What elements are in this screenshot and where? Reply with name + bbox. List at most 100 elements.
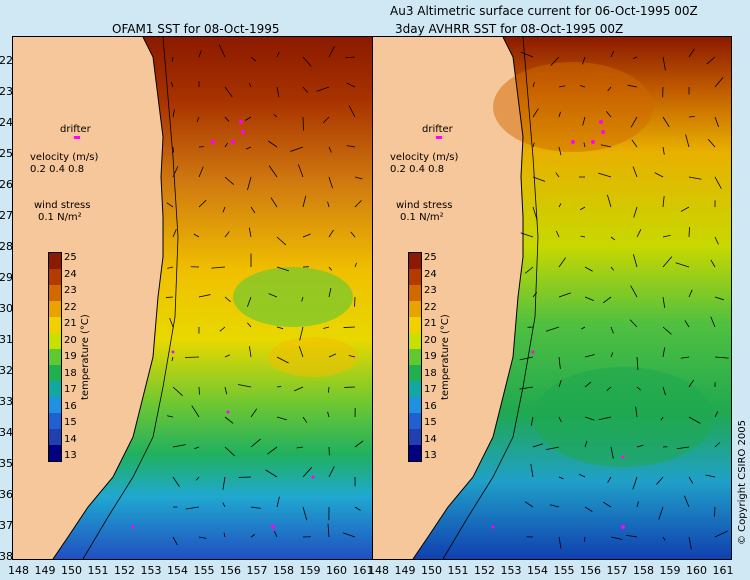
current-arrow bbox=[602, 501, 612, 508]
current-arrow bbox=[302, 86, 309, 93]
drifter-legend-label-right: drifter bbox=[422, 124, 453, 135]
longitude-tick-label: 152 bbox=[474, 564, 495, 577]
current-arrow bbox=[519, 386, 534, 390]
current-arrow bbox=[276, 416, 287, 421]
current-arrow bbox=[602, 296, 612, 304]
current-arrow bbox=[328, 176, 333, 189]
current-arrow bbox=[584, 440, 588, 448]
current-arrow bbox=[302, 467, 313, 478]
current-arrow bbox=[194, 446, 200, 449]
colorbar-tick-label: 23 bbox=[64, 285, 77, 296]
current-arrow bbox=[714, 77, 724, 88]
ocean-sst-field bbox=[53, 37, 373, 559]
latitude-tick-label: 26 bbox=[0, 178, 13, 191]
current-arrow bbox=[169, 317, 174, 328]
current-arrow bbox=[680, 206, 690, 212]
current-arrow bbox=[322, 116, 330, 124]
colorbar-tick-label: 16 bbox=[64, 400, 77, 412]
longitude-tick-label: 160 bbox=[686, 564, 707, 577]
current-arrow bbox=[198, 199, 207, 208]
colorbar-tick-label: 18 bbox=[64, 367, 77, 379]
longitude-tick-label: 151 bbox=[87, 564, 109, 577]
colorbar-tick-label: 25 bbox=[424, 252, 437, 263]
current-arrow bbox=[579, 85, 586, 88]
longitude-tick-label: 159 bbox=[659, 564, 681, 577]
current-arrow bbox=[607, 476, 612, 483]
colorbar-tick-label: 13 bbox=[424, 450, 437, 461]
current-arrow bbox=[710, 259, 716, 268]
current-arrow bbox=[248, 82, 252, 88]
current-arrow bbox=[584, 266, 593, 272]
current-arrow bbox=[662, 196, 665, 208]
coastline bbox=[412, 37, 524, 559]
current-arrow bbox=[302, 506, 308, 521]
current-arrow bbox=[298, 346, 304, 358]
colorbar-tick-label: 13 bbox=[64, 450, 77, 461]
colorbar-tick-label: 21 bbox=[64, 318, 77, 329]
current-arrow bbox=[524, 501, 534, 508]
current-arrow bbox=[546, 326, 560, 332]
current-arrow bbox=[555, 230, 560, 238]
colorbar-segment bbox=[49, 333, 61, 349]
current-arrow bbox=[198, 50, 202, 58]
current-arrow bbox=[211, 266, 226, 269]
current-arrow bbox=[555, 172, 560, 178]
current-arrow bbox=[250, 506, 261, 509]
current-arrow bbox=[714, 116, 719, 128]
current-arrow bbox=[268, 140, 278, 148]
current-arrow bbox=[714, 530, 728, 538]
current-arrow bbox=[519, 356, 534, 361]
colorbar-tick-label: 14 bbox=[64, 433, 77, 445]
current-arrow bbox=[532, 176, 546, 182]
colorbar-segment bbox=[409, 269, 421, 285]
current-arrow bbox=[328, 353, 337, 358]
current-arrow bbox=[327, 411, 330, 418]
current-arrow bbox=[198, 536, 207, 539]
drifter-legend-marker bbox=[74, 136, 80, 139]
colorbar-segment bbox=[409, 317, 421, 333]
current-arrow bbox=[222, 476, 226, 490]
current-arrow bbox=[532, 108, 539, 118]
current-arrow bbox=[532, 443, 543, 448]
current-arrow bbox=[530, 463, 534, 478]
right-map-panel bbox=[372, 36, 732, 560]
colorbar-tick-label: 20 bbox=[424, 334, 437, 346]
current-arrow bbox=[684, 320, 690, 328]
current-arrow bbox=[606, 194, 612, 208]
current-arrow bbox=[558, 356, 561, 370]
colorbar-tick-label: 24 bbox=[424, 268, 437, 280]
colorbar-segment bbox=[409, 397, 421, 413]
right-map-svg bbox=[412, 37, 731, 559]
current-arrow bbox=[328, 386, 330, 393]
current-arrow bbox=[345, 56, 356, 59]
current-arrow bbox=[268, 165, 278, 178]
velocity-legend-title: velocity (m/s) bbox=[30, 152, 99, 163]
left-map-svg bbox=[52, 37, 373, 559]
longitude-tick-label: 149 bbox=[34, 564, 56, 577]
current-arrow bbox=[302, 416, 308, 423]
current-arrow bbox=[268, 293, 278, 298]
current-arrow bbox=[343, 326, 356, 328]
longitude-tick-label: 160 bbox=[326, 564, 347, 577]
current-arrow bbox=[222, 206, 226, 213]
current-arrow bbox=[630, 285, 638, 298]
current-arrow bbox=[688, 289, 693, 298]
longitude-tick-label: 151 bbox=[447, 564, 469, 577]
current-arrow bbox=[582, 116, 586, 126]
current-arrow bbox=[520, 232, 534, 238]
current-vectors bbox=[519, 48, 729, 550]
current-arrow bbox=[297, 164, 304, 178]
longitude-tick-label: 157 bbox=[246, 564, 268, 577]
current-arrow bbox=[662, 347, 666, 358]
current-arrow bbox=[636, 501, 639, 508]
current-arrow bbox=[654, 172, 664, 178]
current-arrow bbox=[630, 116, 638, 128]
current-arrow bbox=[250, 534, 256, 538]
latitude-tick-label: 31 bbox=[0, 333, 13, 346]
velocity-legend-values-right: 0.2 0.4 0.8 bbox=[390, 164, 445, 175]
current-arrow bbox=[172, 166, 179, 178]
current-arrow bbox=[296, 446, 304, 449]
current-arrow bbox=[250, 206, 256, 214]
colorbar-segment bbox=[49, 317, 61, 333]
latitude-tick-label: 34 bbox=[0, 426, 13, 439]
